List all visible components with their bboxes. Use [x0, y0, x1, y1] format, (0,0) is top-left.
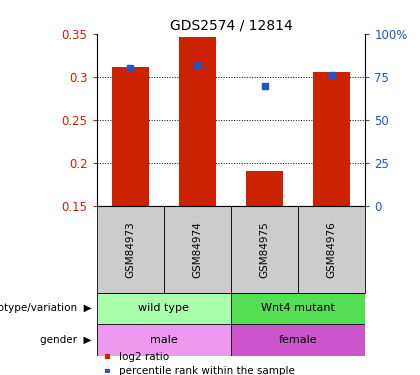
- Bar: [97, 206, 164, 292]
- Text: log2 ratio: log2 ratio: [119, 352, 169, 362]
- Bar: [97, 292, 231, 324]
- Bar: [313, 72, 350, 206]
- Bar: [298, 206, 365, 292]
- Text: genotype/variation  ▶: genotype/variation ▶: [0, 303, 91, 313]
- Text: male: male: [150, 335, 178, 345]
- Text: percentile rank within the sample: percentile rank within the sample: [119, 366, 295, 375]
- Bar: [231, 292, 365, 324]
- Text: GSM84973: GSM84973: [125, 221, 135, 278]
- Text: wild type: wild type: [138, 303, 189, 313]
- Text: GSM84975: GSM84975: [260, 221, 270, 278]
- Bar: [164, 206, 231, 292]
- Bar: [179, 37, 216, 206]
- Title: GDS2574 / 12814: GDS2574 / 12814: [170, 19, 292, 33]
- Text: female: female: [279, 335, 318, 345]
- Text: GSM84974: GSM84974: [192, 221, 202, 278]
- Bar: [231, 324, 365, 356]
- Bar: [246, 171, 283, 206]
- Text: gender  ▶: gender ▶: [40, 335, 91, 345]
- Text: GSM84976: GSM84976: [327, 221, 337, 278]
- Bar: [97, 324, 231, 356]
- Text: Wnt4 mutant: Wnt4 mutant: [261, 303, 335, 313]
- Bar: [231, 206, 298, 292]
- Bar: [112, 66, 149, 206]
